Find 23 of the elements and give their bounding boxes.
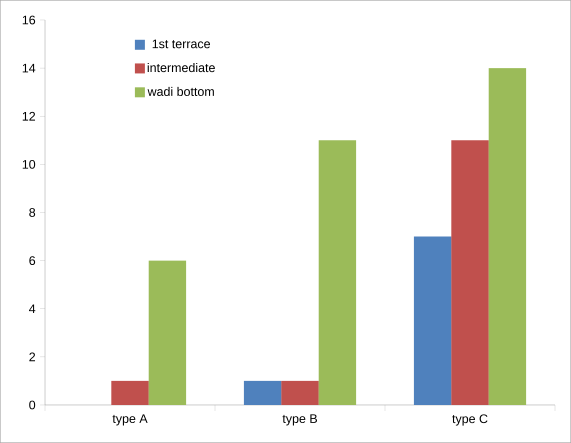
x-tick-label: type C xyxy=(452,414,488,426)
y-tick-label: 4 xyxy=(29,304,36,314)
y-tick-label: 16 xyxy=(22,16,36,24)
y-tick-label: 8 xyxy=(29,208,36,217)
legend-label: 1st terrace xyxy=(152,40,210,48)
bar xyxy=(414,236,452,405)
bar xyxy=(148,260,186,405)
bar xyxy=(318,140,356,405)
y-tick-label: 2 xyxy=(29,352,36,362)
x-tick-label: type B xyxy=(282,414,317,426)
bar xyxy=(281,380,319,405)
bar xyxy=(111,380,149,405)
legend-label: wadi bottom xyxy=(148,86,214,96)
y-tick-label: 0 xyxy=(29,400,36,410)
bar xyxy=(244,380,282,405)
bar xyxy=(451,140,489,405)
x-tick-label: type A xyxy=(112,414,148,426)
y-tick-label: 6 xyxy=(29,256,36,266)
bar xyxy=(488,68,526,405)
y-tick-label: 12 xyxy=(22,112,36,121)
legend-label: intermediate xyxy=(148,62,215,72)
y-tick-label: 10 xyxy=(22,160,36,169)
y-tick-label: 14 xyxy=(22,64,36,72)
